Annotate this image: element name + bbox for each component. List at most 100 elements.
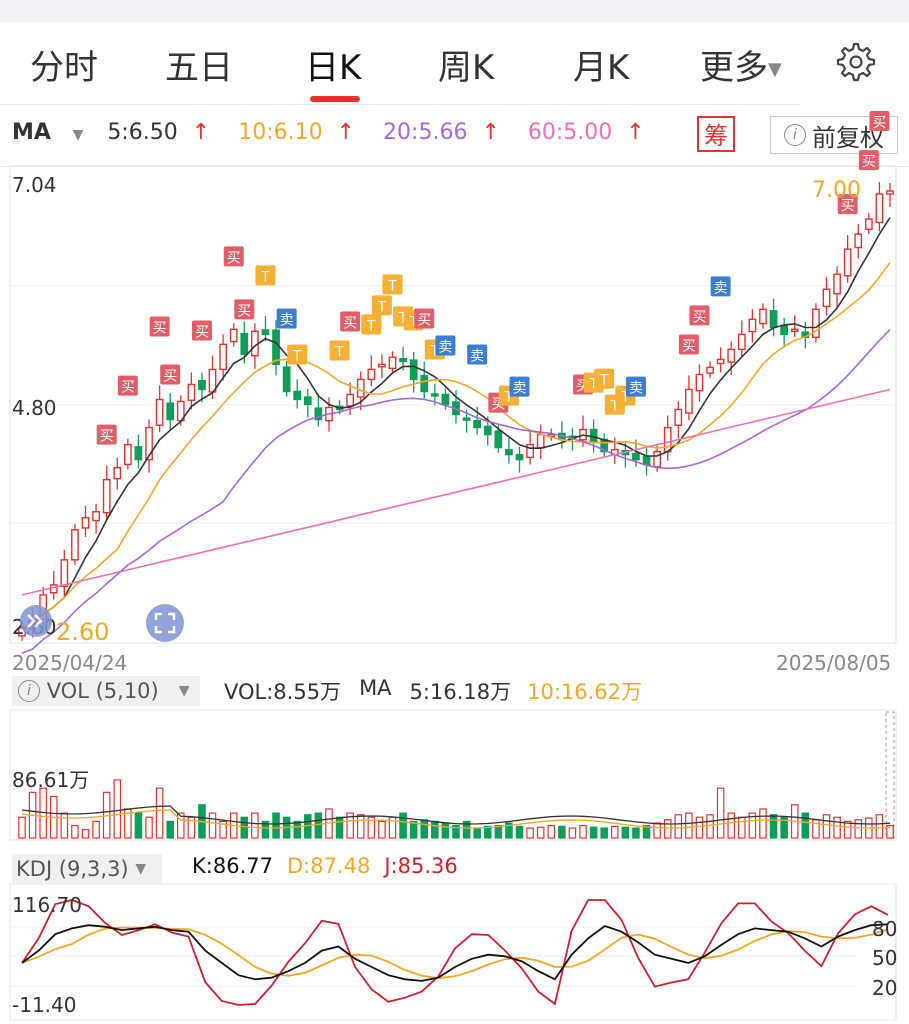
candle — [769, 310, 778, 329]
candle — [864, 218, 873, 230]
candle — [790, 328, 799, 333]
kdj-selector[interactable]: KDJ (9,3,3) ▼ — [12, 854, 162, 884]
candle — [272, 329, 280, 366]
volume-axis-max: 86.61万 — [12, 768, 90, 792]
trade-marker-label: T — [599, 373, 609, 389]
volume-bar — [685, 812, 693, 839]
volume-bar — [314, 812, 323, 839]
volume-bar — [642, 824, 651, 839]
volume-bar — [335, 816, 344, 839]
settings-gear-icon[interactable] — [836, 42, 876, 82]
price-axis-top: 7.04 — [12, 173, 57, 197]
kdj-d-value: D:87.48 — [286, 854, 371, 878]
volume-bar — [769, 814, 778, 839]
trade-marker-sell — [509, 376, 530, 397]
trade-marker-label: 买 — [692, 309, 706, 325]
chip-distribution-button[interactable]: 筹 — [697, 116, 735, 152]
volume-bar — [843, 820, 852, 839]
trade-marker-label: T — [620, 390, 630, 406]
candle — [737, 333, 746, 351]
period-tabs: 分时 五日 日K 周K 月K 更多▼ — [0, 22, 909, 102]
candle — [695, 373, 704, 392]
volume-bar — [706, 814, 714, 839]
tab-fenshi[interactable]: 分时 — [30, 48, 98, 88]
trade-marker-buy — [160, 364, 181, 385]
volume-bar — [346, 812, 354, 839]
collapse-expand-icon[interactable] — [20, 605, 52, 637]
dropdown-arrow-icon: ▼ — [768, 59, 782, 80]
adjust-mode-button[interactable]: i 前复权 — [770, 116, 898, 154]
candle — [187, 383, 196, 401]
ma60-line — [21, 388, 891, 596]
volume-bar — [822, 814, 831, 839]
trade-marker-buy — [689, 305, 710, 326]
trade-marker-t — [594, 368, 615, 389]
volume-bar — [441, 822, 450, 839]
volume-bar — [81, 829, 90, 839]
volume-legend: i VOL (5,10) ▼ VOL:8.55万 MA 5:16.18万 10:… — [12, 676, 642, 706]
trade-marker-sell — [625, 376, 646, 397]
trade-marker-label: 卖 — [714, 280, 728, 296]
trade-marker-label: T — [292, 348, 302, 364]
volume-bar — [60, 812, 69, 839]
ma60-up-arrow-icon: ↑ — [626, 120, 645, 145]
candle — [642, 455, 651, 466]
candle — [727, 348, 736, 363]
candle — [526, 443, 534, 459]
tab-more[interactable]: 更多▼ — [700, 40, 782, 89]
candle — [441, 393, 450, 406]
candle — [632, 452, 640, 461]
trade-marker-buy — [117, 375, 138, 396]
trade-marker-label: T — [398, 310, 408, 326]
candle — [378, 363, 386, 368]
volume-bar — [875, 814, 884, 839]
vol-info-icon: i — [18, 680, 40, 702]
candle — [462, 417, 471, 421]
trade-marker-t — [287, 344, 308, 365]
volume-bar — [812, 819, 820, 839]
trade-marker-label: T — [609, 399, 619, 415]
trade-marker-label: T — [377, 299, 387, 315]
volume-bar — [71, 824, 79, 839]
trade-marker-label: 买 — [153, 320, 167, 336]
trade-marker-label: 买 — [195, 324, 209, 340]
trade-marker-buy — [678, 334, 699, 355]
candle — [102, 478, 111, 514]
volume-bar — [854, 819, 863, 839]
trade-marker-sell — [467, 344, 488, 365]
ma20-up-arrow-icon: ↑ — [481, 120, 500, 145]
candle — [229, 328, 238, 343]
tab-zhouk[interactable]: 周K — [438, 48, 495, 88]
candle — [113, 466, 122, 480]
tab-wuri[interactable]: 五日 — [165, 48, 233, 88]
candle — [812, 308, 820, 339]
candle — [219, 343, 227, 371]
tab-rik[interactable]: 日K — [305, 48, 362, 88]
trade-marker-label: 买 — [163, 369, 177, 385]
vol-ma-label: MA — [359, 676, 392, 700]
trade-marker-label: 买 — [343, 315, 357, 331]
ma-selector[interactable]: MA ▼ — [12, 120, 97, 152]
kdj-ref-50: 50 — [872, 946, 898, 970]
volume-bar — [272, 812, 280, 839]
fullscreen-icon[interactable] — [146, 604, 184, 642]
volume-bar — [240, 816, 249, 839]
volume-bar — [695, 816, 704, 839]
volume-bar — [558, 825, 566, 839]
volume-bar — [219, 820, 227, 839]
volume-selector[interactable]: i VOL (5,10) ▼ — [12, 676, 200, 706]
volume-bar — [166, 820, 174, 839]
kdj-k-value: K:86.77 — [192, 854, 273, 878]
tab-yuek[interactable]: 月K — [573, 48, 630, 88]
candle — [685, 388, 693, 414]
trade-marker-label: 买 — [682, 338, 696, 354]
candle — [399, 358, 407, 363]
trade-marker-buy — [414, 308, 435, 329]
trade-marker-label: 卖 — [470, 349, 484, 365]
volume-bar — [420, 819, 429, 839]
volume-bar — [547, 824, 556, 839]
candle — [716, 358, 725, 365]
trade-marker-label: 卖 — [438, 339, 452, 355]
volume-bar — [399, 812, 407, 839]
